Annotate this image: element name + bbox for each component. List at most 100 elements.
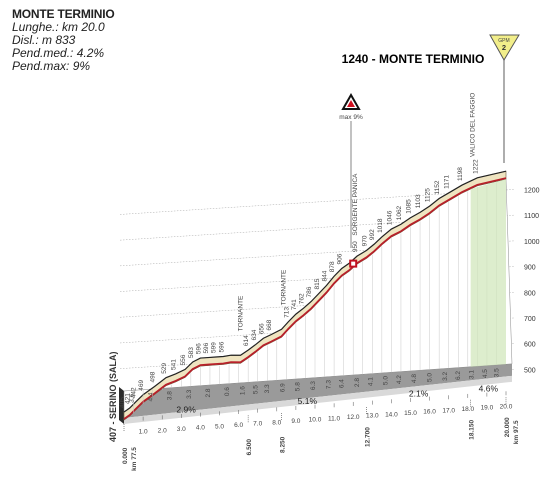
milestone-label: 8.250: [280, 436, 287, 453]
km-tick-label: 15.0: [404, 410, 417, 417]
altitude-label: 1152: [434, 180, 441, 194]
waypoint-label: 407 - SERINO (SALA): [108, 351, 118, 442]
altitude-label: 713: [283, 307, 290, 318]
altitude-label: 405: [119, 397, 126, 408]
segment-grade-label: 5.5: [253, 385, 260, 394]
intermediate-marker-icon: [349, 259, 358, 268]
altitude-label: 599: [211, 342, 218, 353]
km-tick-label: 13.0: [366, 413, 379, 420]
altitude-label: 950: [352, 241, 359, 252]
altitude-tick-label: 900: [524, 265, 536, 272]
altitude-label: 762: [299, 293, 306, 304]
altitude-label: 741: [291, 299, 298, 310]
altitude-tick-label: 1200: [524, 187, 540, 194]
segment-grade-label: 5.0: [427, 373, 434, 382]
milestone-label: 0.000: [122, 447, 129, 464]
altitude-label: 469: [138, 379, 145, 390]
climb-info: MONTE TERMINIO Lunghe.: km 20.0 Disl.: m…: [12, 8, 115, 73]
segment-grade-label: 3.8: [167, 391, 174, 400]
altitude-label: 1171: [444, 175, 451, 189]
profile-area: [123, 170, 513, 421]
segment-grade-label: 6.2: [455, 371, 462, 380]
altitude-label: 1222: [472, 159, 479, 174]
altitude-label: 1125: [425, 188, 432, 202]
altitude-label: 844: [321, 270, 328, 281]
altitude-label: 1046: [386, 210, 393, 225]
final-section-shade: [470, 179, 506, 367]
altitude-label: 529: [161, 362, 168, 373]
max-grade-label: max 9%: [339, 114, 363, 121]
ground-left-edge: [119, 387, 124, 424]
waypoint-label: TORNANTE: [281, 269, 288, 305]
segment-grade-label: 5.0: [383, 376, 390, 385]
km-tick-label: 7.0: [253, 421, 262, 428]
altitude-label: 668: [266, 319, 273, 330]
altitude-label: 1018: [377, 218, 384, 233]
altitude-label: 1062: [396, 205, 403, 220]
segment-grade-label: 3.3: [186, 389, 193, 398]
km-tick-label: 14.0: [385, 411, 398, 418]
km-tick-label: 2.0: [158, 427, 167, 434]
segment-grade-label: 3.2: [442, 372, 449, 381]
altitude-label: 906: [337, 253, 344, 264]
altitude-label: 992: [369, 229, 376, 240]
altitude-label: 556: [180, 354, 187, 365]
segment-grade-label: 3.3: [264, 384, 271, 393]
km-tick-label: 18.0: [461, 406, 474, 413]
km-tick-label: 8.0: [272, 419, 281, 426]
profile-edge-line: [123, 170, 507, 413]
km-tick-label: 5.0: [215, 423, 224, 430]
altitude-label: 1085: [406, 199, 413, 214]
waypoint-label: SORGENTE PANICA: [352, 173, 359, 236]
km-tick-label: 1.0: [139, 429, 148, 436]
climb-elevation-gain: Disl.: m 833: [12, 33, 76, 47]
ground-slab: [119, 363, 512, 424]
altitude-label: 442: [130, 387, 137, 398]
altitude-label: 1103: [415, 194, 422, 208]
altitude-label: 970: [362, 235, 369, 246]
altitude-label: 596: [218, 341, 225, 352]
altitude-tick-label: 1000: [524, 239, 540, 246]
chart-labels: 3.6 4.4 3.8 3.3 2.8 0.6 1.6 5.5 3.3 6.9 5.8 6.3 7.3 6…: [108, 93, 520, 471]
route-km-label: km 77.5: [131, 447, 138, 471]
altitude-label: 1198: [457, 167, 464, 181]
km-tick-label: 9.0: [291, 418, 300, 425]
segment-grade-label: 2.8: [354, 378, 361, 387]
route-km-label: km 97.5: [513, 420, 520, 444]
altitude-label: 583: [188, 347, 195, 358]
climb-avg-grade: Pend.med.: 4.2%: [12, 46, 105, 60]
segment-grade-label: 6.9: [279, 383, 286, 392]
km-tick-label: 20.0: [500, 403, 513, 410]
max-grade-icon: [341, 92, 361, 110]
waypoint-label: TORNANTE: [238, 295, 245, 331]
svg-text:2: 2: [502, 43, 506, 52]
segment-grade-label: 2.8: [205, 388, 212, 397]
km-tick-label: 19.0: [481, 405, 494, 412]
km-tick-label: 10.0: [309, 417, 322, 424]
km-tick-label: 6.0: [234, 422, 243, 429]
altitude-tick-label: 1100: [524, 213, 539, 220]
altitude-label: 596: [195, 343, 202, 354]
milestone-label: 18.150: [469, 419, 476, 439]
km-tick-label: 11.0: [328, 415, 341, 422]
altitude-label: 421: [125, 393, 132, 404]
altitude-label: 498: [150, 371, 157, 382]
finish-badge-icon: GPM 2: [489, 34, 520, 61]
altitude-label: 878: [329, 261, 336, 272]
milestone-label: 12.700: [365, 427, 372, 447]
segment-grade-label: 6.4: [339, 379, 346, 388]
segment-grade-label: 4.5: [482, 369, 489, 378]
segment-grade-label: 4.2: [396, 375, 403, 384]
altitude-tick-label: 800: [524, 290, 536, 297]
segment-grade-label: 6.3: [310, 381, 317, 390]
segment-grade-label: 4.8: [411, 374, 418, 383]
segment-grade-label: 3.6: [129, 393, 136, 402]
altitude-tick-label: 500: [524, 367, 536, 374]
altitude-tick-label: 600: [524, 342, 536, 349]
ground-band: [124, 375, 512, 424]
km-tick-label: 17.0: [442, 407, 455, 414]
section-grade-label: 4.6%: [479, 383, 499, 393]
climb-max-grade: Pend.max: 9%: [12, 59, 91, 73]
segment-grade-label: 0.6: [224, 387, 231, 396]
